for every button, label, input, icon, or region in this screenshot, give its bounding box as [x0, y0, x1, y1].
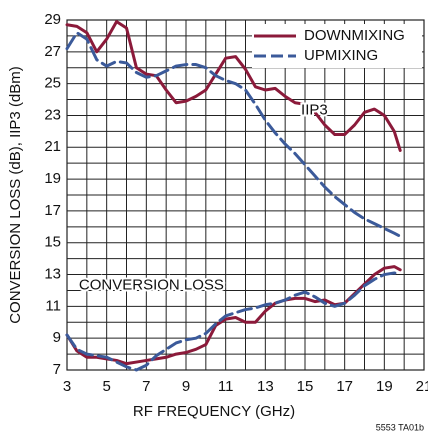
y-tick-label: 23 [44, 106, 61, 123]
annotation: CONVERSION LOSS [79, 277, 224, 294]
annotation: IIP3 [301, 102, 328, 119]
x-tick-label: 21 [416, 378, 428, 395]
legend-label: UPMIXING [304, 47, 378, 64]
x-axis-label: RF FREQUENCY (GHz) [133, 403, 295, 420]
x-tick-label: 19 [376, 378, 393, 395]
plot-frame [66, 19, 425, 371]
y-axis-label: CONVERSION LOSS (dB), IIP3 (dBm) [7, 66, 24, 324]
y-tick-label: 19 [44, 170, 61, 187]
y-tick-label: 21 [44, 138, 61, 155]
x-tick-label: 7 [142, 378, 150, 395]
footnote: 5553 TA01b [376, 422, 424, 432]
x-tick-label: 3 [63, 378, 71, 395]
x-tick-label: 17 [336, 378, 353, 395]
x-tick-label: 9 [182, 378, 190, 395]
legend-label: DOWNMIXING [304, 27, 405, 44]
y-tick-label: 9 [53, 329, 61, 346]
series-line [65, 31, 402, 238]
x-tick-label: 13 [257, 378, 274, 395]
series-line [65, 20, 402, 152]
y-tick-label: 15 [44, 234, 61, 251]
y-tick-label: 7 [53, 361, 61, 378]
x-tick-label: 5 [102, 378, 110, 395]
series-line [65, 271, 402, 372]
x-tick-label: 11 [218, 378, 234, 395]
legend-box [252, 24, 422, 68]
x-tick-label: 15 [297, 378, 314, 395]
y-tick-label: 17 [44, 202, 61, 219]
y-tick-label: 29 [44, 11, 61, 28]
y-tick-label: 27 [44, 43, 61, 60]
y-tick-label: 13 [44, 266, 61, 283]
y-tick-label: 25 [44, 75, 61, 92]
y-tick-label: 11 [45, 297, 61, 314]
